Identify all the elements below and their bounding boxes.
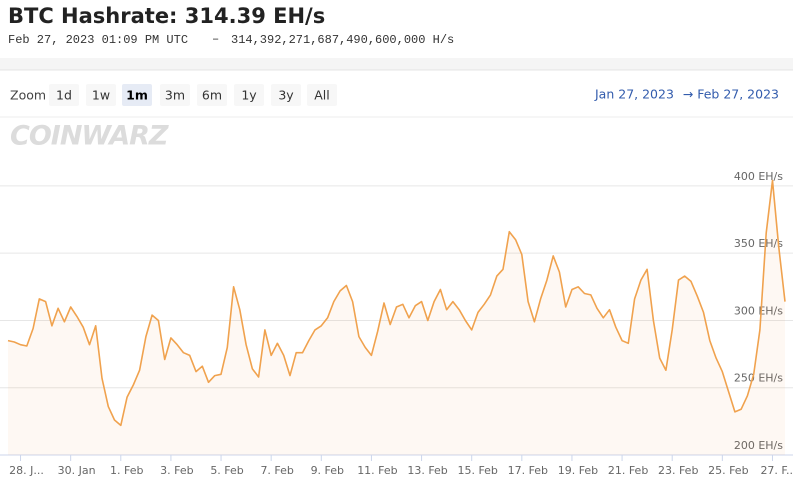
- x-tick-label: 3. Feb: [160, 464, 193, 477]
- x-tick-label: 23. Feb: [658, 464, 698, 477]
- separator: [0, 58, 793, 70]
- y-tick-label: 300 EH/s: [734, 304, 783, 317]
- x-tick-label: 27. F...: [760, 464, 793, 477]
- range-from: Jan 27, 2023: [594, 87, 674, 102]
- y-tick-label: 400 EH/s: [734, 170, 783, 183]
- x-tick-label: 21. Feb: [608, 464, 648, 477]
- zoom-button-label[interactable]: All: [314, 88, 330, 103]
- zoom-button-label[interactable]: 1d: [56, 88, 72, 103]
- subtitle-value: 314,392,271,687,490,600,000 H/s: [231, 33, 454, 47]
- zoom-button[interactable]: [234, 84, 264, 106]
- y-tick-label: 200 EH/s: [734, 439, 783, 452]
- title: BTC Hashrate: 314.39 EH/s: [8, 4, 325, 28]
- zoom-button[interactable]: [307, 84, 337, 106]
- zoom-button[interactable]: [160, 84, 190, 106]
- x-tick-label: 19. Feb: [558, 464, 598, 477]
- x-tick-label: 9. Feb: [311, 464, 344, 477]
- x-tick-label: 5. Feb: [210, 464, 243, 477]
- zoom-button-label[interactable]: 1m: [126, 88, 148, 103]
- zoom-button-label[interactable]: 1w: [92, 88, 110, 103]
- zoom-button-label[interactable]: 3m: [165, 88, 185, 103]
- zoom-button[interactable]: [271, 84, 301, 106]
- x-tick-label: 28. J...: [9, 464, 44, 477]
- x-tick-label: 13. Feb: [407, 464, 447, 477]
- zoom-button-label[interactable]: 6m: [202, 88, 222, 103]
- range-arrow: →: [683, 87, 693, 102]
- x-tick-label: 15. Feb: [457, 464, 497, 477]
- x-tick-label: 30. Jan: [58, 464, 96, 477]
- zoom-button[interactable]: [197, 84, 227, 106]
- x-tick-label: 17. Feb: [508, 464, 548, 477]
- zoom-button[interactable]: [86, 84, 116, 106]
- zoom-button[interactable]: [49, 84, 79, 106]
- x-tick-label: 25. Feb: [708, 464, 748, 477]
- line: [7, 179, 786, 427]
- x-tick-label: 7. Feb: [260, 464, 293, 477]
- subtitle-date: Feb 27, 2023 01:09 PM UTC: [8, 33, 188, 47]
- zoom-button-label[interactable]: 1y: [241, 88, 257, 103]
- y-tick-label: 350 EH/s: [734, 237, 783, 250]
- watermark: COINWARZ: [10, 121, 169, 152]
- area: [8, 180, 785, 455]
- x-tick-label: 1. Feb: [110, 464, 143, 477]
- zoom-button[interactable]: [122, 84, 152, 106]
- zoom-button-label[interactable]: 3y: [278, 88, 294, 103]
- y-tick-label: 250 EH/s: [734, 372, 783, 385]
- zoom-label: Zoom: [10, 88, 46, 103]
- x-tick-label: 11. Feb: [357, 464, 397, 477]
- subtitle-sep: –: [212, 32, 219, 46]
- range-to: Feb 27, 2023: [697, 87, 779, 102]
